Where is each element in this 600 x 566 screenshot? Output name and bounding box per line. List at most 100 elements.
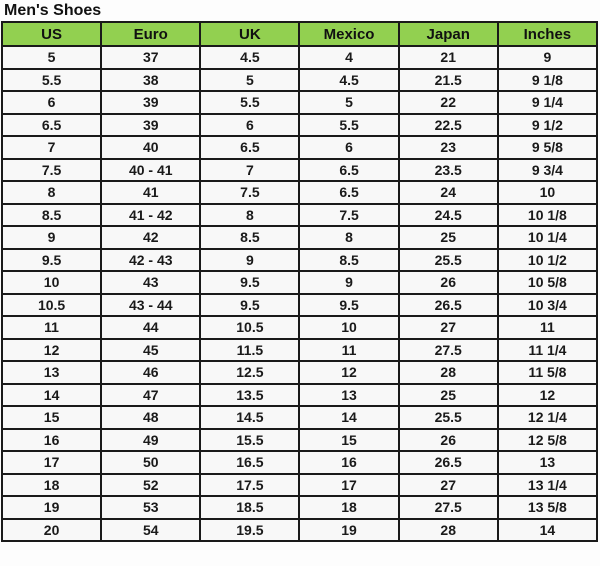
table-cell: 10 — [0, 270, 103, 295]
table-cell: 4 — [298, 45, 400, 70]
table-cell: 48 — [100, 405, 202, 430]
table-row: 15 48 14.5 14 25.5 12 1/4 — [0, 405, 599, 430]
table-cell: 9 1/8 — [496, 67, 599, 92]
table-cell: 5.5 — [199, 90, 301, 115]
table-cell: 25 — [397, 382, 499, 407]
table-cell: 10 1/2 — [496, 247, 599, 272]
table-cell: 17.5 — [199, 472, 301, 497]
table-cell: 17 — [0, 450, 103, 475]
table-cell: 6.5 — [298, 180, 400, 205]
table-cell: 8.5 — [199, 225, 301, 250]
table-cell: 11.5 — [199, 337, 301, 362]
table-row: 13 46 12.5 12 28 11 5/8 — [0, 360, 599, 385]
table-cell: 39 — [100, 90, 202, 115]
table-cell: 47 — [100, 382, 202, 407]
table-cell: 9 — [0, 225, 103, 250]
table-cell: 10 — [298, 315, 400, 340]
table-cell: 10 — [496, 180, 599, 205]
table-cell: 22.5 — [397, 112, 499, 137]
table-row: 8.5 41 - 42 8 7.5 24.5 10 1/8 — [0, 202, 599, 227]
table-cell: 7.5 — [298, 202, 400, 227]
table-cell: 26.5 — [397, 292, 499, 317]
table-cell: 7.5 — [0, 157, 103, 182]
table-row: 14 47 13.5 13 25 12 — [0, 382, 599, 407]
table-cell: 9.5 — [0, 247, 103, 272]
table-cell: 54 — [100, 517, 202, 542]
table-row: 8 41 7.5 6.5 24 10 — [0, 180, 599, 205]
table-cell: 23.5 — [397, 157, 499, 182]
table-cell: 49 — [100, 427, 202, 452]
table-cell: 10 1/4 — [496, 225, 599, 250]
table-cell: 11 1/4 — [496, 337, 599, 362]
table-cell: 4.5 — [199, 45, 301, 70]
table-cell: 7 — [0, 135, 103, 160]
table-cell: 53 — [100, 495, 202, 520]
table-cell: 41 — [100, 180, 202, 205]
table-cell: 40 - 41 — [100, 157, 202, 182]
table-cell: 40 — [100, 135, 202, 160]
table-cell: 17 — [298, 472, 400, 497]
table-cell: 4.5 — [298, 67, 400, 92]
column-header-us: US — [0, 21, 103, 47]
table-cell: 7.5 — [199, 180, 301, 205]
table-cell: 10 1/8 — [496, 202, 599, 227]
table-cell: 42 - 43 — [100, 247, 202, 272]
table-cell: 26.5 — [397, 450, 499, 475]
table-cell: 18 — [298, 495, 400, 520]
table-cell: 9.5 — [199, 270, 301, 295]
table-row: 18 52 17.5 17 27 13 1/4 — [0, 472, 599, 497]
table-cell: 15.5 — [199, 427, 301, 452]
table-cell: 6 — [0, 90, 103, 115]
table-cell: 9.5 — [199, 292, 301, 317]
table-cell: 14.5 — [199, 405, 301, 430]
table-cell: 9 — [199, 247, 301, 272]
table-cell: 13 1/4 — [496, 472, 599, 497]
table-cell: 11 5/8 — [496, 360, 599, 385]
table-cell: 14 — [496, 517, 599, 542]
table-cell: 50 — [100, 450, 202, 475]
table-cell: 14 — [298, 405, 400, 430]
table-row: 9 42 8.5 8 25 10 1/4 — [0, 225, 599, 250]
table-row: 17 50 16.5 16 26.5 13 — [0, 450, 599, 475]
table-cell: 11 — [0, 315, 103, 340]
table-cell: 19 — [0, 495, 103, 520]
table-cell: 12 — [0, 337, 103, 362]
table-cell: 25.5 — [397, 405, 499, 430]
table-cell: 21 — [397, 45, 499, 70]
table-cell: 5 — [0, 45, 103, 70]
column-header-inches: Inches — [496, 21, 599, 47]
table-cell: 9 1/2 — [496, 112, 599, 137]
table-row: 10.5 43 - 44 9.5 9.5 26.5 10 3/4 — [0, 292, 599, 317]
table-cell: 14 — [0, 382, 103, 407]
table-cell: 27.5 — [397, 495, 499, 520]
table-cell: 11 — [298, 337, 400, 362]
table-cell: 16 — [298, 450, 400, 475]
table-cell: 18.5 — [199, 495, 301, 520]
table-cell: 24.5 — [397, 202, 499, 227]
table-cell: 12.5 — [199, 360, 301, 385]
table-cell: 5 — [298, 90, 400, 115]
table-cell: 6 — [199, 112, 301, 137]
table-cell: 15 — [0, 405, 103, 430]
table-cell: 6.5 — [298, 157, 400, 182]
table-cell: 52 — [100, 472, 202, 497]
table-cell: 10.5 — [199, 315, 301, 340]
table-cell: 37 — [100, 45, 202, 70]
table-cell: 24 — [397, 180, 499, 205]
table-cell: 28 — [397, 360, 499, 385]
table-cell: 25.5 — [397, 247, 499, 272]
table-cell: 13.5 — [199, 382, 301, 407]
table-cell: 16 — [0, 427, 103, 452]
table-row: 16 49 15.5 15 26 12 5/8 — [0, 427, 599, 452]
table-row: 19 53 18.5 18 27.5 13 5/8 — [0, 495, 599, 520]
table-cell: 26 — [397, 270, 499, 295]
table-cell: 5.5 — [298, 112, 400, 137]
table-cell: 9 5/8 — [496, 135, 599, 160]
table-cell: 21.5 — [397, 67, 499, 92]
table-cell: 20 — [0, 517, 103, 542]
table-cell: 43 - 44 — [100, 292, 202, 317]
table-cell: 9 — [496, 45, 599, 70]
table-cell: 9 1/4 — [496, 90, 599, 115]
table-cell: 42 — [100, 225, 202, 250]
